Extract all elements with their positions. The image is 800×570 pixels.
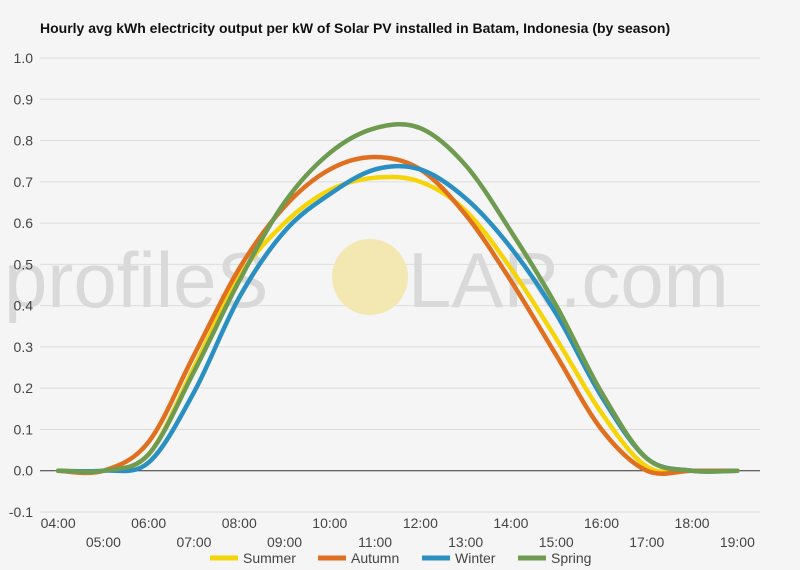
- legend-label: Summer: [243, 550, 296, 566]
- legend-item-autumn[interactable]: Autumn: [318, 550, 399, 566]
- legend-label: Spring: [551, 550, 591, 566]
- x-tick-label: 11:00: [358, 534, 392, 550]
- x-tick-label: 15:00: [539, 534, 574, 550]
- y-tick-label: 0.9: [14, 91, 34, 107]
- x-tick-label: 05:00: [86, 534, 121, 550]
- x-tick-label: 13:00: [448, 534, 483, 550]
- axes: 1.0 0.9 0.8 0.7 0.6 0.5 0.4 0.3 0.2 0.1 0.0 -0.1 04:…: [9, 50, 760, 550]
- watermark-text-left: profileS: [4, 236, 268, 324]
- x-tick-label: 12:00: [403, 515, 438, 531]
- watermark-text-right: LAR.com: [408, 236, 729, 324]
- legend-label: Winter: [455, 550, 496, 566]
- legend-item-winter[interactable]: Winter: [422, 550, 496, 566]
- y-tick-label: 1.0: [14, 50, 34, 66]
- x-tick-label: 17:00: [629, 534, 664, 550]
- watermark: profileS O LAR.com: [4, 236, 729, 324]
- y-tick-label: 0.1: [14, 421, 34, 437]
- series-line-spring: [55, 122, 740, 475]
- x-tick-label: 16:00: [584, 515, 619, 531]
- series-line-autumn: [55, 154, 740, 477]
- x-tick-label: 18:00: [675, 515, 710, 531]
- legend: Summer Autumn Winter Spring: [210, 550, 591, 566]
- y-tick-label: 0.0: [14, 463, 34, 479]
- legend-label: Autumn: [351, 550, 399, 566]
- y-tick-label: -0.1: [9, 504, 33, 520]
- x-tick-label: 19:00: [720, 534, 755, 550]
- y-tick-label: 0.4: [14, 298, 34, 314]
- y-tick-label: 0.5: [14, 256, 34, 272]
- chart-title: Hourly avg kWh electricity output per kW…: [40, 20, 670, 36]
- x-tick-label: 09:00: [267, 534, 302, 550]
- x-tick-label: 06:00: [131, 515, 166, 531]
- y-tick-label: 0.7: [14, 174, 34, 190]
- x-tick-label: 14:00: [493, 515, 528, 531]
- series-lines: [55, 122, 740, 477]
- watermark-text-middle: O: [334, 236, 395, 324]
- watermark-sun-icon: [332, 239, 408, 315]
- legend-item-summer[interactable]: Summer: [210, 550, 296, 566]
- x-tick-label: 08:00: [222, 515, 257, 531]
- legend-item-spring[interactable]: Spring: [518, 550, 591, 566]
- x-tick-label: 10:00: [312, 515, 347, 531]
- y-tick-label: 0.2: [14, 380, 34, 396]
- y-tick-label: 0.3: [14, 339, 34, 355]
- x-tick-label: 04:00: [41, 515, 76, 531]
- y-tick-label: 0.6: [14, 215, 34, 231]
- x-tick-label: 07:00: [176, 534, 211, 550]
- y-tick-label: 0.8: [14, 133, 34, 149]
